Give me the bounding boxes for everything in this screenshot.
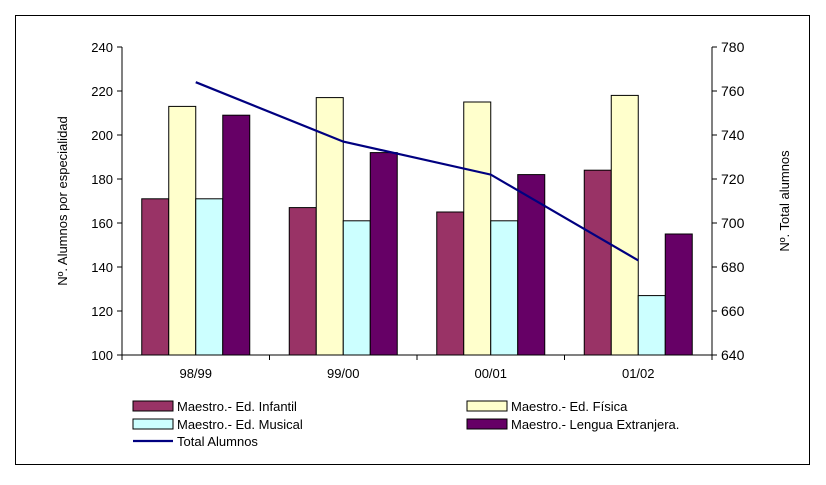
y-left-tick-label: 160 [91, 216, 113, 231]
bar-3-98-99 [195, 198, 224, 356]
category-labels: 98/99 99/00 00/01 01/02 [179, 366, 654, 381]
bar-3-00-01 [490, 220, 519, 356]
legend-swatch [466, 400, 508, 412]
y-right-tick-label: 700 [721, 215, 745, 231]
x-category-label: 98/99 [179, 366, 212, 381]
y-left-tick-label: 200 [91, 128, 113, 143]
legend-label: Maestro.- Ed. Musical [177, 417, 303, 432]
bar-1-01-02 [583, 169, 612, 356]
legend-label: Total Alumnos [177, 434, 258, 449]
x-category-label: 99/00 [327, 366, 360, 381]
bar-2-98-99 [168, 105, 197, 356]
bar-4-99-00 [369, 152, 398, 356]
legend-swatch [132, 400, 174, 412]
y-left-tick-label: 240 [91, 40, 113, 55]
legend-swatch [466, 418, 508, 430]
y-right-axis-title: Nº. Total alumnos [777, 150, 792, 252]
bar-2-00-01 [463, 101, 492, 356]
legend-label: Maestro.- Ed. Física [511, 399, 628, 414]
right-tick-labels: 640 660 680 700 720 740 760 780 [721, 39, 745, 363]
y-left-axis-title: Nº. Alumnos por especialidad [55, 116, 70, 286]
y-right-tick-label: 640 [721, 347, 745, 363]
y-right-tick-label: 760 [721, 83, 745, 99]
y-left-tick-label: 100 [91, 348, 113, 363]
bars-layer [141, 94, 693, 356]
x-category-label: 00/01 [474, 366, 507, 381]
bar-1-00-01 [436, 211, 465, 356]
y-left-tick-label: 180 [91, 172, 113, 187]
lines-layer [195, 81, 639, 262]
y-right-tick-label: 740 [721, 127, 745, 143]
y-left-tick-label: 140 [91, 260, 113, 275]
bar-3-01-02 [637, 295, 666, 356]
bar-1-98-99 [141, 198, 170, 356]
bar-2-01-02 [610, 94, 639, 356]
y-left-tick-label: 120 [91, 304, 113, 319]
bar-4-00-01 [517, 174, 546, 356]
y-right-tick-label: 780 [721, 39, 745, 55]
bar-1-99-00 [288, 207, 317, 356]
bar-4-01-02 [664, 233, 693, 356]
legend-label: Maestro.- Ed. Infantil [177, 399, 297, 414]
left-tick-labels: 100 120 140 160 180 200 220 240 [91, 40, 113, 363]
legend-label: Maestro.- Lengua Extranjera. [511, 417, 679, 432]
y-right-tick-label: 680 [721, 259, 745, 275]
line-series-total [195, 81, 639, 262]
y-left-tick-label: 220 [91, 84, 113, 99]
bar-4-98-99 [222, 114, 251, 356]
bar-3-99-00 [342, 220, 371, 356]
y-right-tick-label: 720 [721, 171, 745, 187]
legend: Maestro.- Ed. Infantil Maestro.- Ed. Físi… [132, 399, 679, 449]
axes-layer [117, 46, 717, 360]
legend-swatch [132, 418, 174, 430]
y-right-tick-label: 660 [721, 303, 745, 319]
x-category-label: 01/02 [622, 366, 655, 381]
